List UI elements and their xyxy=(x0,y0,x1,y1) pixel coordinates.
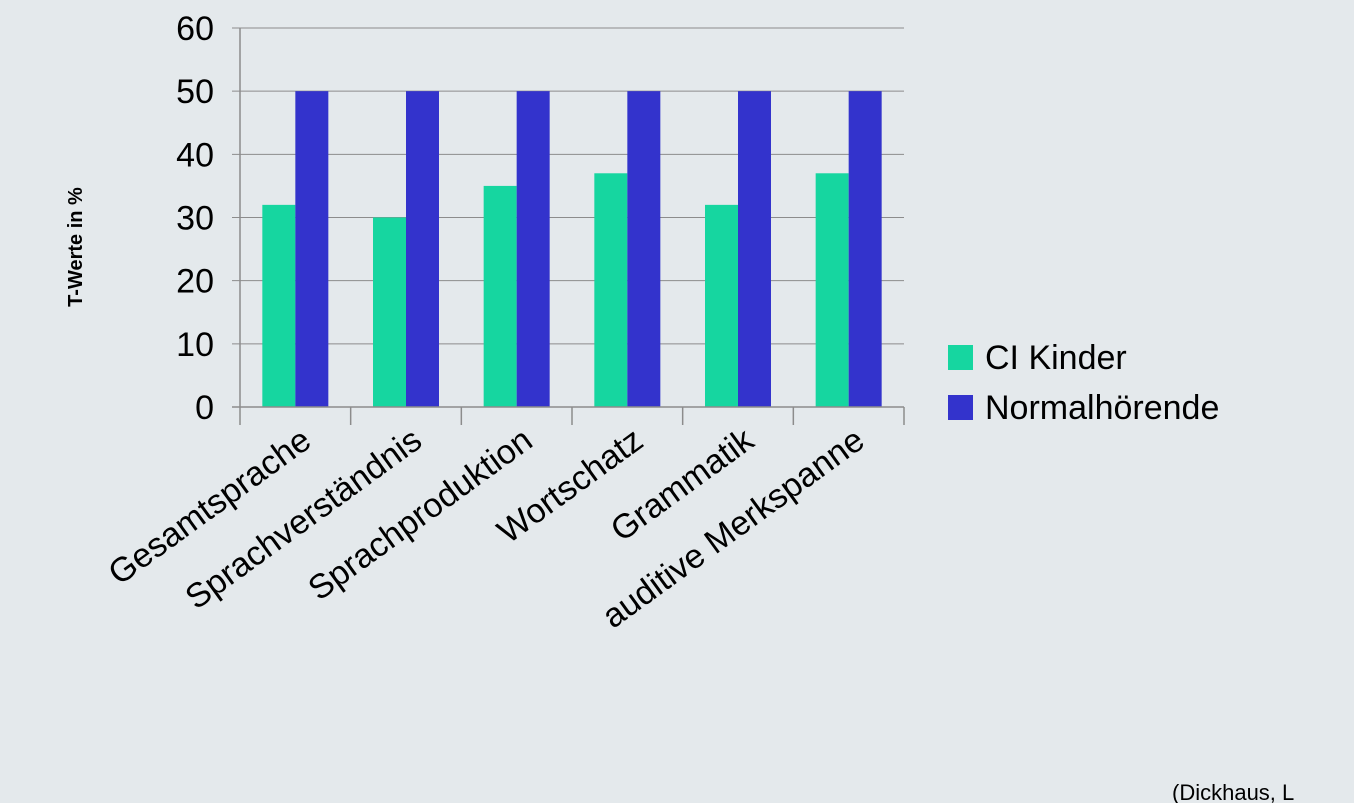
bar-normalhoerende xyxy=(738,91,771,408)
grid-layer xyxy=(232,27,904,345)
bar-ci-kinder xyxy=(262,204,296,407)
legend-swatch xyxy=(948,345,973,370)
bar-normalhoerende xyxy=(516,91,550,408)
y-tick-label: 50 xyxy=(176,73,214,111)
y-tick-label: 20 xyxy=(176,263,214,301)
y-tick-label: 40 xyxy=(176,136,214,174)
legend-swatch xyxy=(948,395,973,420)
source-note: (Dickhaus, L xyxy=(1172,780,1294,803)
bar-ci-kinder xyxy=(815,173,849,407)
y-tick-label: 10 xyxy=(176,326,214,364)
bar-normalhoerende xyxy=(295,91,329,408)
bar-normalhoerende xyxy=(848,91,882,408)
bar-ci-kinder xyxy=(705,204,738,407)
y-tick-label: 60 xyxy=(176,10,214,48)
bars-layer xyxy=(262,91,882,408)
bar-ci-kinder xyxy=(594,173,628,407)
legend: CI Kinder Normalhörende xyxy=(948,339,1219,427)
bar-normalhoerende xyxy=(627,91,661,408)
y-axis-title: T-Werte in % xyxy=(65,187,87,307)
legend-label: CI Kinder xyxy=(985,339,1127,377)
bar-normalhoerende xyxy=(406,91,439,408)
bar-ci-kinder xyxy=(483,185,517,407)
y-tick-label: 30 xyxy=(176,200,214,238)
y-tick-label: 0 xyxy=(195,389,214,427)
legend-label: Normalhörende xyxy=(985,389,1219,427)
bar-ci-kinder xyxy=(373,217,406,407)
